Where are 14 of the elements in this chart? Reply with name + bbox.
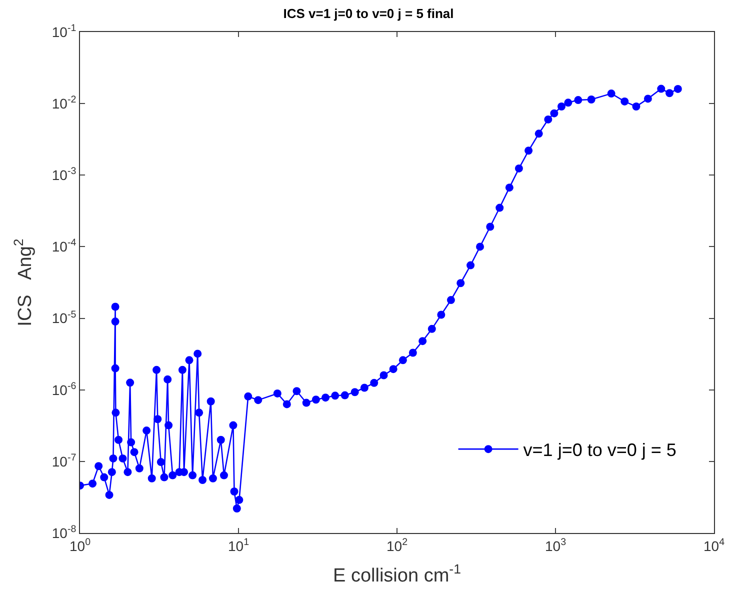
y-tick-label: 10$^{-2}$ [52, 94, 76, 112]
y-tick-label: 10$^{-1}$ [52, 23, 76, 40]
y-tick-label: 10$^{-6}$ [52, 380, 77, 398]
y-tick-label: 10$^{-5}$ [52, 309, 77, 326]
x-tick-label: 10$^{3}$ [544, 536, 567, 554]
chart-title: ICS v=1 j=0 to v=0 j = 5 final [283, 6, 454, 22]
x-tick-label: 10$^{1}$ [228, 536, 250, 554]
x-tick-label: 10$^{2}$ [386, 536, 408, 554]
y-tick-label: 10$^{-4}$ [52, 238, 77, 255]
x-tick-label: 10$^{4}$ [703, 536, 726, 554]
y-tick-label: 10$^{-3}$ [52, 166, 77, 184]
legend-label: v=1 j=0 to v=0 j = 5 [523, 440, 676, 460]
y-tick-label: 10$^{-7}$ [52, 452, 76, 470]
x-axis-title: E collision cm$^{-1}$ [333, 562, 461, 587]
